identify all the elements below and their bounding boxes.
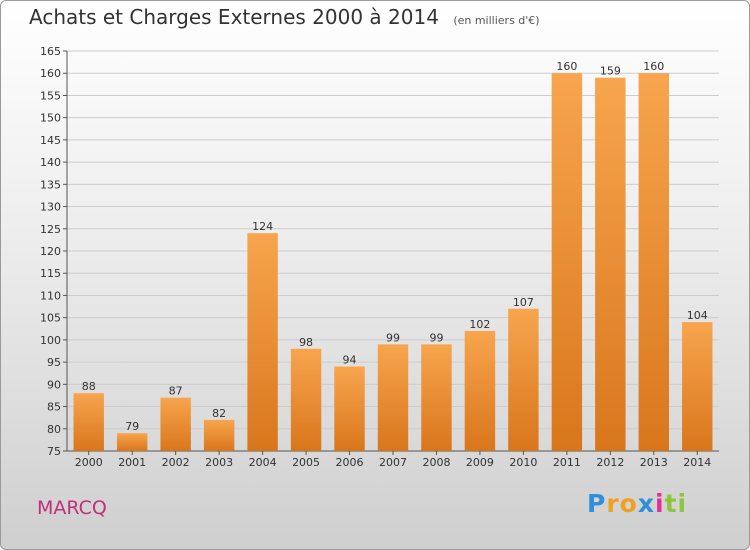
bar (116, 433, 148, 451)
bars (73, 73, 713, 452)
data-label: 160 (643, 60, 664, 73)
chart-title: Achats et Charges Externes 2000 à 2014 (29, 5, 439, 29)
y-tick-label: 85 (47, 401, 61, 414)
y-tick-label: 125 (40, 223, 61, 236)
data-label: 124 (252, 220, 273, 233)
bar (508, 308, 539, 451)
data-label: 94 (343, 354, 357, 367)
bar (421, 344, 452, 451)
y-tick-label: 140 (40, 156, 61, 169)
x-tick-label: 2006 (336, 456, 364, 469)
data-label: 82 (212, 407, 226, 420)
place-name: MARCQ (37, 497, 107, 519)
data-label: 79 (125, 420, 139, 433)
y-tick-label: 100 (40, 334, 61, 347)
logo-letter: r (606, 489, 620, 518)
data-label: 99 (386, 331, 400, 344)
bar (595, 77, 626, 452)
x-tick-label: 2000 (75, 456, 103, 469)
data-label: 104 (687, 309, 708, 322)
x-tick-label: 2004 (249, 456, 277, 469)
x-tick-label: 2001 (118, 456, 146, 469)
labels: 75 80 85 90 95 100 105 110 115 120 125 130 135 140 145… (40, 45, 711, 469)
data-label: 99 (429, 331, 443, 344)
proxiti-logo[interactable]: Proxiti (587, 489, 687, 518)
y-tick-label: 165 (40, 45, 61, 58)
x-tick-label: 2009 (466, 456, 494, 469)
x-tick-label: 2011 (553, 456, 581, 469)
data-label: 159 (600, 65, 621, 78)
bar (682, 322, 713, 451)
y-tick-label: 95 (47, 356, 61, 369)
bar (247, 233, 278, 451)
data-label: 102 (469, 318, 490, 331)
data-label: 87 (169, 385, 183, 398)
bar (377, 344, 409, 451)
bar (464, 331, 496, 451)
data-label: 160 (556, 60, 577, 73)
data-label: 107 (513, 296, 534, 309)
y-tick-label: 75 (47, 445, 61, 458)
x-tick-label: 2010 (509, 456, 537, 469)
x-tick-label: 2012 (596, 456, 624, 469)
x-tick-label: 2002 (162, 456, 190, 469)
logo-letter: o (619, 489, 638, 518)
x-tick-label: 2007 (379, 456, 407, 469)
logo-letter: i (655, 489, 665, 518)
x-tick-label: 2008 (422, 456, 450, 469)
chart-title-row: Achats et Charges Externes 2000 à 2014 (… (29, 5, 540, 29)
x-tick-label: 2013 (640, 456, 668, 469)
bar (638, 73, 670, 451)
y-tick-label: 120 (40, 245, 61, 258)
y-tick-label: 130 (40, 201, 61, 214)
y-tick-label: 155 (40, 89, 61, 102)
y-tick-label: 115 (40, 267, 61, 280)
bar (160, 397, 191, 451)
data-label: 98 (299, 336, 313, 349)
bar (203, 419, 235, 451)
bar (290, 348, 322, 451)
y-tick-label: 135 (40, 178, 61, 191)
bar (73, 393, 104, 451)
y-tick-label: 110 (40, 289, 61, 302)
logo-letter: x (637, 489, 655, 518)
y-tick-label: 105 (40, 312, 61, 325)
y-tick-label: 145 (40, 134, 61, 147)
y-tick-label: 80 (47, 423, 61, 436)
data-label: 88 (82, 380, 96, 393)
logo-letter: i (677, 489, 688, 518)
y-tick-label: 90 (47, 378, 61, 391)
x-tick-label: 2014 (683, 456, 711, 469)
bar (551, 73, 583, 451)
logo-letter: t (664, 489, 678, 518)
bar (334, 366, 365, 451)
y-tick-label: 150 (40, 112, 61, 125)
x-tick-label: 2005 (292, 456, 320, 469)
logo-letter: P (587, 489, 607, 518)
x-tick-label: 2003 (205, 456, 233, 469)
chart-subtitle: (en milliers d'€) (453, 14, 540, 27)
y-tick-label: 160 (40, 67, 61, 80)
